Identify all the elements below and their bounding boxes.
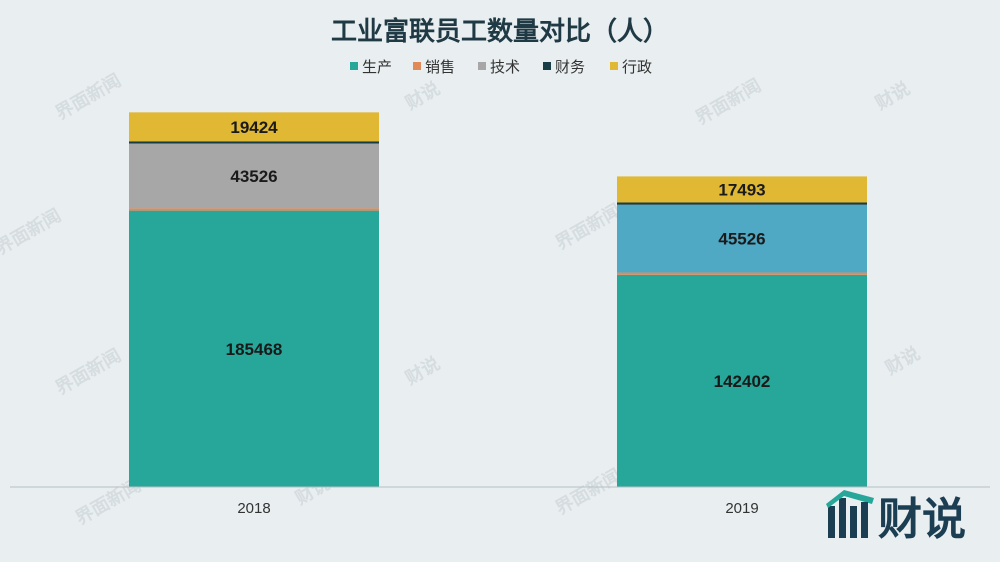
bar-segment [617,202,867,205]
watermark-text: 财说 [882,342,924,379]
legend-swatch [610,62,618,70]
legend-swatch [543,62,551,70]
bar-segment [129,210,379,487]
watermark-text: 财说 [402,77,444,114]
watermark-text: 界面新闻 [0,204,65,259]
legend-label: 行政 [622,58,652,76]
data-label: 19424 [230,118,278,137]
data-label: 185468 [226,340,283,359]
logo-icon-bar-1 [828,506,835,538]
x-tick-label: 2019 [725,500,758,517]
logo-icon-bar-3 [850,506,857,538]
watermark-text: 界面新闻 [52,69,125,124]
legend-label: 财务 [555,58,585,76]
legend-item-0: 生产 [350,58,392,76]
data-label: 142402 [714,372,771,391]
bar-segment [617,204,867,273]
legend-item-2: 技术 [478,58,520,76]
data-labels: 185468 43526 19424 142402 45526 17493 [226,118,771,391]
data-label: 43526 [230,167,277,186]
legend-item-1: 销售 [413,58,455,76]
logo-text: 财说 [878,494,966,545]
brand-logo: 财说 [826,490,966,545]
watermark-text: 财说 [402,352,444,389]
watermark-text: 财说 [872,77,914,114]
legend-swatch [413,62,421,70]
watermark-text: 界面新闻 [692,74,765,129]
legend: 生产 销售 技术 财务 行政 [350,58,652,76]
legend-label: 生产 [362,58,392,76]
watermark-text: 界面新闻 [552,464,625,519]
bar-segment [129,143,379,209]
bar-segment [129,112,379,142]
bar-segment [617,272,867,275]
logo-icon-roof [826,490,874,508]
legend-swatch [478,62,486,70]
data-label: 45526 [718,230,765,249]
x-axis-ticks: 2018 2019 [237,500,758,517]
bar-segment [129,141,379,144]
legend-item-3: 财务 [543,58,585,76]
logo-icon-bar-2 [839,498,846,538]
legend-label: 技术 [490,58,520,76]
data-label: 17493 [718,180,765,199]
bars-layer [129,112,867,487]
chart-title: 工业富联员工数量对比（人） [331,16,669,47]
bar-segment [129,208,379,211]
watermark-text: 界面新闻 [52,344,125,399]
watermark-text: 界面新闻 [552,199,625,254]
legend-item-4: 行政 [610,58,652,76]
bar-segment [617,274,867,487]
bar-segment [617,176,867,203]
legend-swatch [350,62,358,70]
x-tick-label: 2018 [237,500,270,517]
logo-icon-bar-4 [861,502,868,538]
legend-label: 销售 [425,58,455,76]
